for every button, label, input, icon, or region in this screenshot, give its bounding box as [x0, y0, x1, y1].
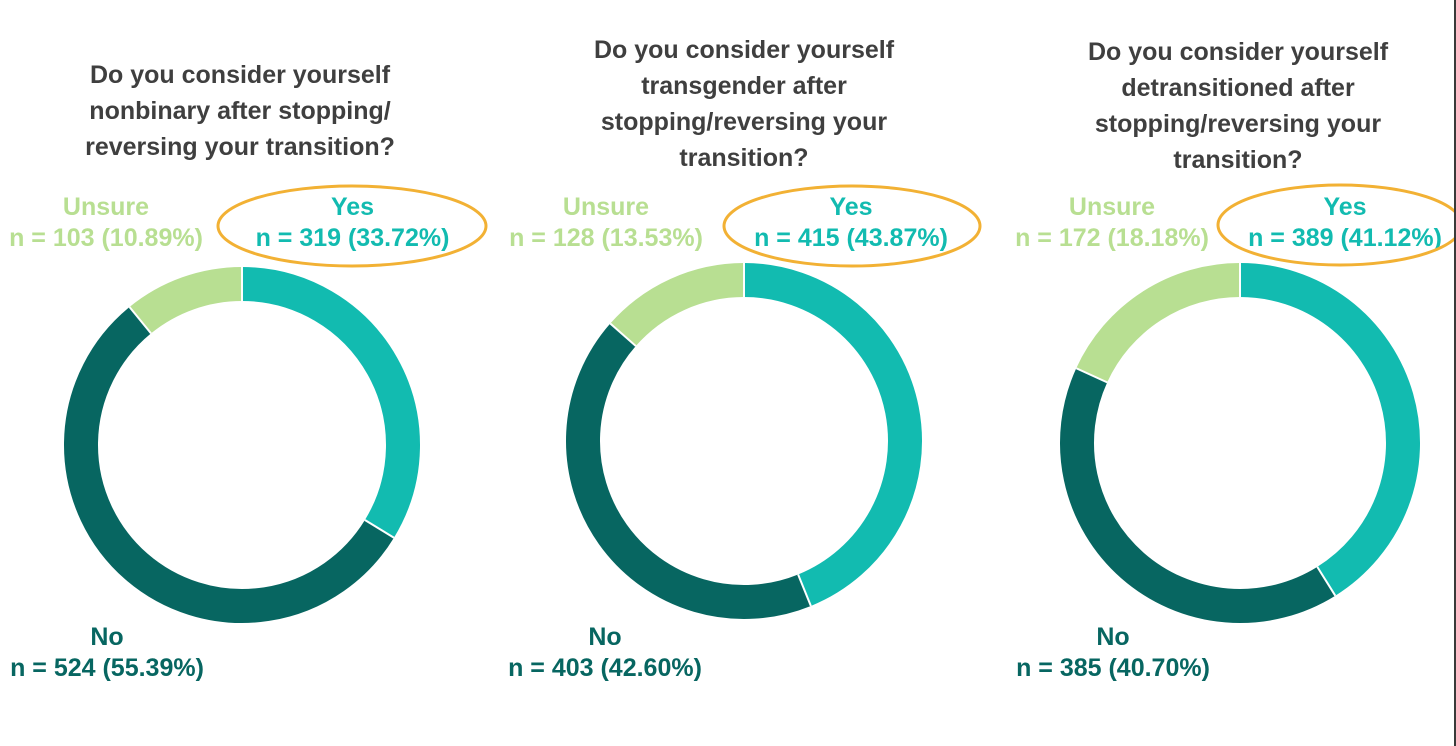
title-line-1: Do you consider yourself	[593, 36, 895, 64]
title-line-2: detransitioned after	[1121, 74, 1355, 102]
yes-name: Yes	[330, 193, 375, 221]
no-name: No	[588, 623, 622, 651]
chart-title: Do you consider yourself nonbinary after…	[60, 57, 420, 165]
unsure-value: n = 103 (10.89%)	[9, 224, 203, 252]
slice-separator	[1075, 367, 1108, 384]
yes-highlight-ellipse	[1216, 183, 1456, 267]
unsure-name: Unsure	[62, 193, 150, 221]
no-value: n = 524 (55.39%)	[10, 654, 204, 682]
yes-slice	[241, 267, 420, 538]
slice-separator	[128, 306, 152, 335]
unsure-name: Unsure	[1068, 193, 1156, 221]
unsure-slice	[1076, 263, 1241, 383]
slice-separator	[1316, 566, 1337, 597]
unsure-label: Unsure n = 172 (18.18%)	[1004, 192, 1220, 254]
title-line-3: stopping/reversing your	[1094, 110, 1382, 138]
chart-panel-nonbinary: Do you consider yourself nonbinary after…	[0, 0, 500, 746]
unsure-name: Unsure	[562, 193, 650, 221]
chart-panel-detransitioned: Do you consider yourself detransitioned …	[990, 0, 1456, 746]
slice-separator	[797, 574, 812, 607]
yes-name: Yes	[829, 193, 873, 221]
yes-name: Yes	[1323, 193, 1367, 221]
chart-title: Do you consider yourself transgender aft…	[562, 32, 926, 176]
slice-separator	[364, 519, 395, 539]
yes-label: Yes n = 389 (41.12%)	[1236, 192, 1454, 254]
unsure-label: Unsure n = 128 (13.53%)	[498, 192, 714, 254]
no-slice	[566, 323, 811, 619]
unsure-value: n = 128 (13.53%)	[509, 224, 703, 252]
unsure-value: n = 172 (18.18%)	[1015, 224, 1209, 252]
no-value: n = 385 (40.70%)	[1016, 654, 1210, 682]
title-line-4: transition?	[679, 144, 809, 172]
right-edge-divider	[1454, 0, 1456, 746]
yes-value: n = 319 (33.72%)	[255, 224, 450, 252]
no-label: No n = 524 (55.39%)	[0, 622, 214, 684]
title-line-3: reversing your transition?	[85, 133, 395, 161]
title-line-4: transition?	[1173, 146, 1303, 174]
chart-panel-transgender: Do you consider yourself transgender aft…	[492, 0, 992, 746]
title-line-1: Do you consider yourself	[89, 61, 391, 89]
donut-chart	[64, 267, 420, 623]
yes-label: Yes n = 319 (33.72%)	[240, 192, 465, 254]
unsure-slice	[129, 267, 243, 334]
no-name: No	[1096, 623, 1130, 651]
chart-title: Do you consider yourself detransitioned …	[1060, 34, 1416, 178]
title-line-1: Do you consider yourself	[1087, 38, 1389, 66]
no-label: No n = 385 (40.70%)	[1006, 622, 1220, 684]
no-name: No	[90, 623, 124, 651]
unsure-label: Unsure n = 103 (10.89%)	[0, 192, 212, 254]
yes-value: n = 389 (41.12%)	[1248, 224, 1442, 252]
donut-chart	[1060, 263, 1420, 623]
no-slice	[64, 307, 394, 623]
title-line-2: transgender after	[641, 72, 847, 100]
yes-highlight-ellipse	[722, 184, 982, 268]
title-line-3: stopping/reversing your	[600, 108, 888, 136]
no-value: n = 403 (42.60%)	[508, 654, 702, 682]
yes-value: n = 415 (43.87%)	[754, 224, 948, 252]
donut-chart	[566, 263, 922, 619]
unsure-slice	[610, 263, 745, 347]
yes-slice	[1239, 263, 1420, 596]
yes-highlight-ellipse	[216, 184, 488, 268]
no-slice	[1060, 368, 1336, 623]
yes-slice	[743, 263, 922, 606]
title-line-2: nonbinary after stopping/	[89, 97, 391, 125]
no-label: No n = 403 (42.60%)	[498, 622, 712, 684]
slice-separator	[609, 322, 637, 347]
yes-label: Yes n = 415 (43.87%)	[742, 192, 960, 254]
